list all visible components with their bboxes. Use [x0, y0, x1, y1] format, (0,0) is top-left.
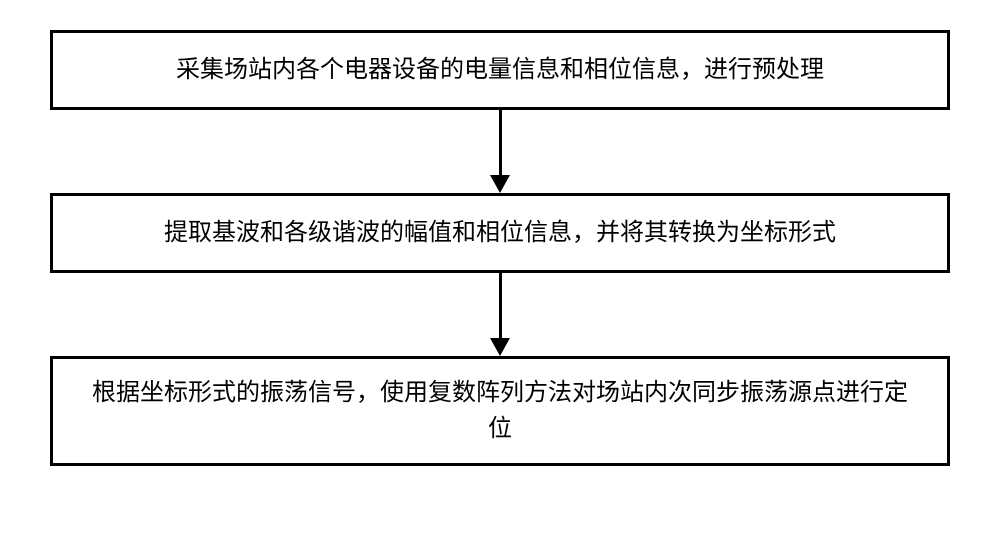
arrow-down-icon [490, 338, 510, 356]
flowchart-step-2-text: 提取基波和各级谐波的幅值和相位信息，并将其转换为坐标形式 [164, 215, 836, 251]
flowchart-step-1-text: 采集场站内各个电器设备的电量信息和相位信息，进行预处理 [176, 52, 824, 88]
flowchart-step-3-text: 根据坐标形式的振荡信号，使用复数阵列方法对场站内次同步振荡源点进行定位 [83, 375, 917, 447]
arrow-2-line [499, 273, 502, 338]
arrow-down-icon [490, 175, 510, 193]
flowchart-step-1: 采集场站内各个电器设备的电量信息和相位信息，进行预处理 [50, 30, 950, 110]
flowchart-container: 采集场站内各个电器设备的电量信息和相位信息，进行预处理 提取基波和各级谐波的幅值… [50, 30, 950, 466]
arrow-1 [490, 110, 510, 193]
arrow-2 [490, 273, 510, 356]
flowchart-step-2: 提取基波和各级谐波的幅值和相位信息，并将其转换为坐标形式 [50, 193, 950, 273]
flowchart-step-3: 根据坐标形式的振荡信号，使用复数阵列方法对场站内次同步振荡源点进行定位 [50, 356, 950, 466]
arrow-1-line [499, 110, 502, 175]
